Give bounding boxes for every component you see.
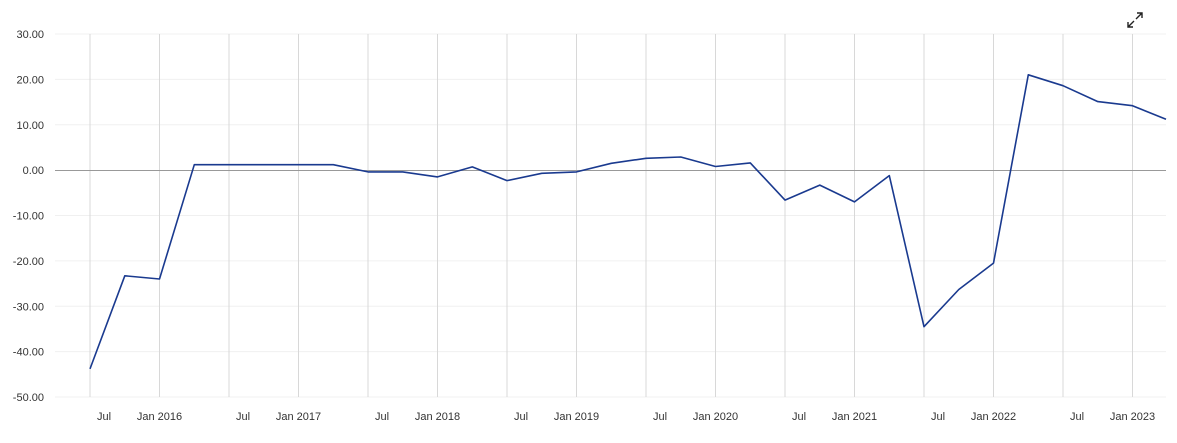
y-tick-label: -20.00 (13, 256, 44, 268)
x-tick-label: Jan 2020 (693, 411, 738, 423)
x-tick-label: Jul (236, 411, 250, 423)
x-tick-label: Jan 2021 (832, 411, 877, 423)
y-tick-label: 30.00 (16, 29, 44, 41)
x-tick-label: Jul (931, 411, 945, 423)
y-tick-label: -40.00 (13, 347, 44, 359)
x-tick-label: Jan 2019 (554, 411, 599, 423)
expand-button[interactable] (1124, 9, 1146, 31)
x-tick-label: Jan 2018 (415, 411, 460, 423)
y-tick-label: 20.00 (16, 74, 44, 86)
x-tick-label: Jul (792, 411, 806, 423)
y-tick-label: -30.00 (13, 301, 44, 313)
x-tick-label: Jul (1070, 411, 1084, 423)
x-tick-label: Jan 2017 (276, 411, 321, 423)
y-tick-label: 10.00 (16, 120, 44, 132)
x-tick-label: Jan 2022 (971, 411, 1016, 423)
grid (55, 33, 1166, 398)
y-tick-label: -50.00 (13, 392, 44, 404)
y-tick-label: -10.00 (13, 211, 44, 223)
series-line (89, 74, 1167, 370)
y-tick-label: 0.00 (23, 165, 44, 177)
x-tick-label: Jan 2016 (137, 411, 182, 423)
x-tick-label: Jan 2023 (1110, 411, 1155, 423)
y-axis: 30.00 20.00 10.00 0.00 -10.00 -20.00 -30.00 -40… (13, 29, 44, 404)
x-tick-label: Jul (97, 411, 111, 423)
x-tick-label: Jul (375, 411, 389, 423)
x-tick-label: Jul (514, 411, 528, 423)
x-tick-label: Jul (653, 411, 667, 423)
expand-icon (1127, 12, 1143, 28)
x-axis: Jul Jan 2016 Jul Jan 2017 Jul Jan 2018 Jul Jan … (97, 411, 1155, 423)
